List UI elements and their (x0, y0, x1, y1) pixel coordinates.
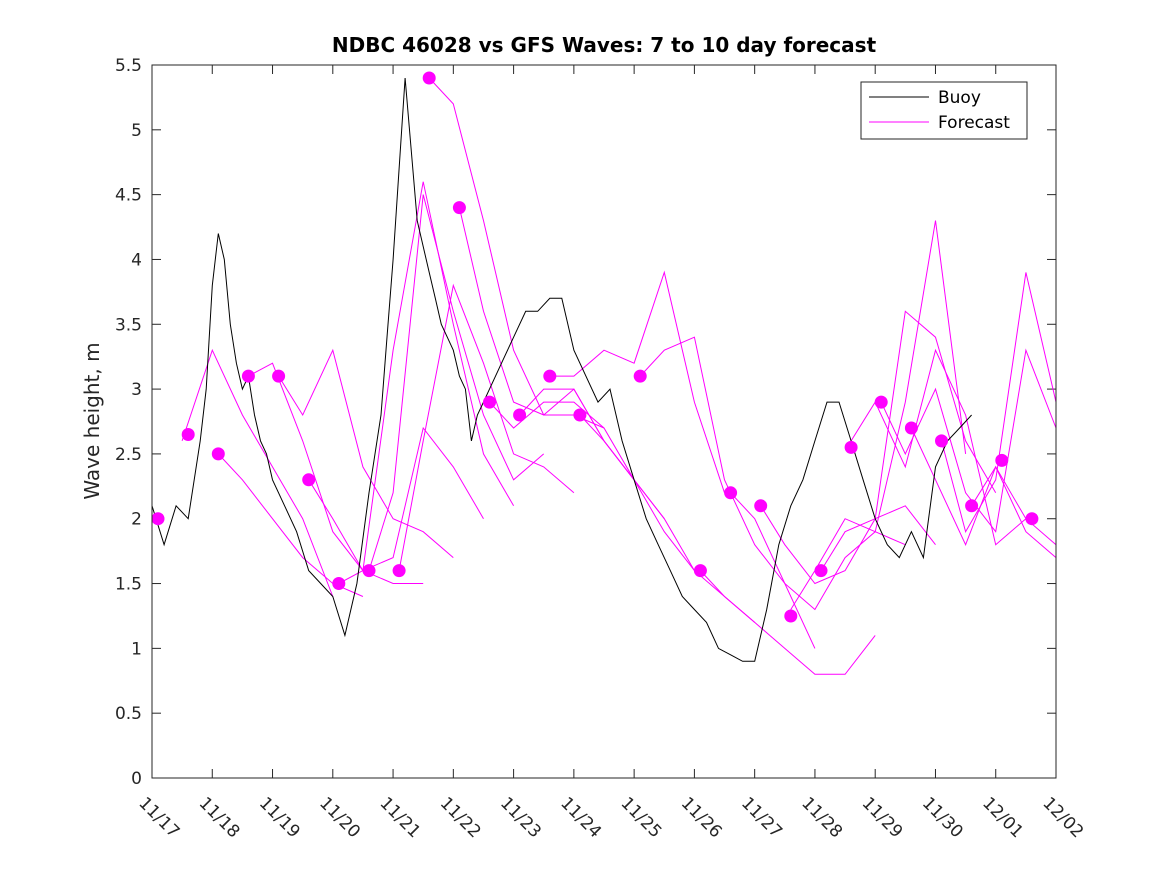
y-tick-label: 5.5 (115, 56, 142, 76)
forecast-line-22 (880, 348, 1057, 533)
forecast-marker (573, 408, 587, 422)
forecast-marker (874, 395, 888, 409)
forecast-marker (362, 564, 376, 578)
forecast-line-5 (308, 426, 484, 572)
forecast-marker (904, 421, 918, 435)
forecast-marker (754, 499, 768, 513)
y-tick-label: 3 (131, 380, 142, 400)
forecast-line-25 (971, 465, 1057, 546)
forecast-line-7 (368, 194, 545, 571)
forecast-marker (332, 577, 346, 590)
forecast-marker (211, 447, 225, 461)
y-tick-label: 4 (131, 250, 142, 270)
forecast-line-18 (760, 505, 936, 585)
forecast-line-8 (398, 283, 575, 571)
y-tick-label: 4.5 (115, 186, 142, 206)
forecast-marker (241, 369, 255, 383)
forecast-line-16 (700, 570, 876, 675)
forecast-marker (452, 201, 466, 215)
forecast-line-24 (941, 272, 1057, 533)
chart-title: NDBC 46028 vs GFS Waves: 7 to 10 day for… (332, 33, 877, 57)
y-tick-label: 5 (131, 121, 142, 141)
axes-box (151, 64, 1057, 779)
forecast-marker (302, 473, 316, 487)
forecast-marker (513, 408, 527, 422)
forecast-line-4 (278, 348, 454, 558)
forecast-marker (724, 486, 738, 500)
y-axis-label: Wave height, m (80, 342, 104, 499)
forecast-line-20 (820, 310, 997, 571)
plot-area: 00.511.522.533.544.555.5 11/17 11/18 11/19… (115, 56, 1087, 842)
legend-box (860, 81, 1028, 140)
y-tick-label: 1 (131, 639, 142, 659)
forecast-marker (814, 564, 828, 578)
legend: Buoy Forecast (860, 81, 1028, 140)
forecast-marker (483, 395, 496, 409)
forecast-line-13 (549, 270, 725, 493)
forecast-marker (784, 609, 798, 623)
y-tick-label: 0 (131, 769, 142, 789)
forecast-marker (181, 428, 195, 441)
forecast-marker (272, 369, 286, 383)
forecast-marker (844, 440, 858, 454)
forecast-marker (543, 369, 557, 383)
axes-background (152, 65, 1056, 778)
legend-label-buoy: Buoy (938, 88, 981, 108)
forecast-marker (965, 499, 979, 513)
forecast-marker (633, 369, 647, 383)
y-axis-ticks: 0 0.5 1 1.5 2 2.5 3 3.5 4 4.5 5 5.5 (115, 56, 1056, 789)
forecast-line-3 (248, 362, 424, 584)
y-tick-label: 1.5 (115, 575, 142, 595)
forecast-marker (935, 434, 948, 448)
forecast-marker (392, 564, 406, 578)
forecast-marker (422, 71, 436, 85)
forecast-marker (693, 564, 707, 578)
y-tick-label: 2 (131, 510, 142, 530)
y-tick-label: 3.5 (115, 315, 142, 335)
y-tick-label: 2.5 (115, 445, 142, 465)
forecast-marker (151, 512, 165, 526)
buoy-series-line (151, 77, 972, 662)
y-tick-label: 0.5 (115, 704, 142, 724)
legend-label-forecast: Forecast (938, 113, 1010, 133)
forecast-marker (1025, 512, 1039, 526)
forecast-markers-group (151, 71, 1039, 623)
forecast-marker (995, 453, 1009, 467)
